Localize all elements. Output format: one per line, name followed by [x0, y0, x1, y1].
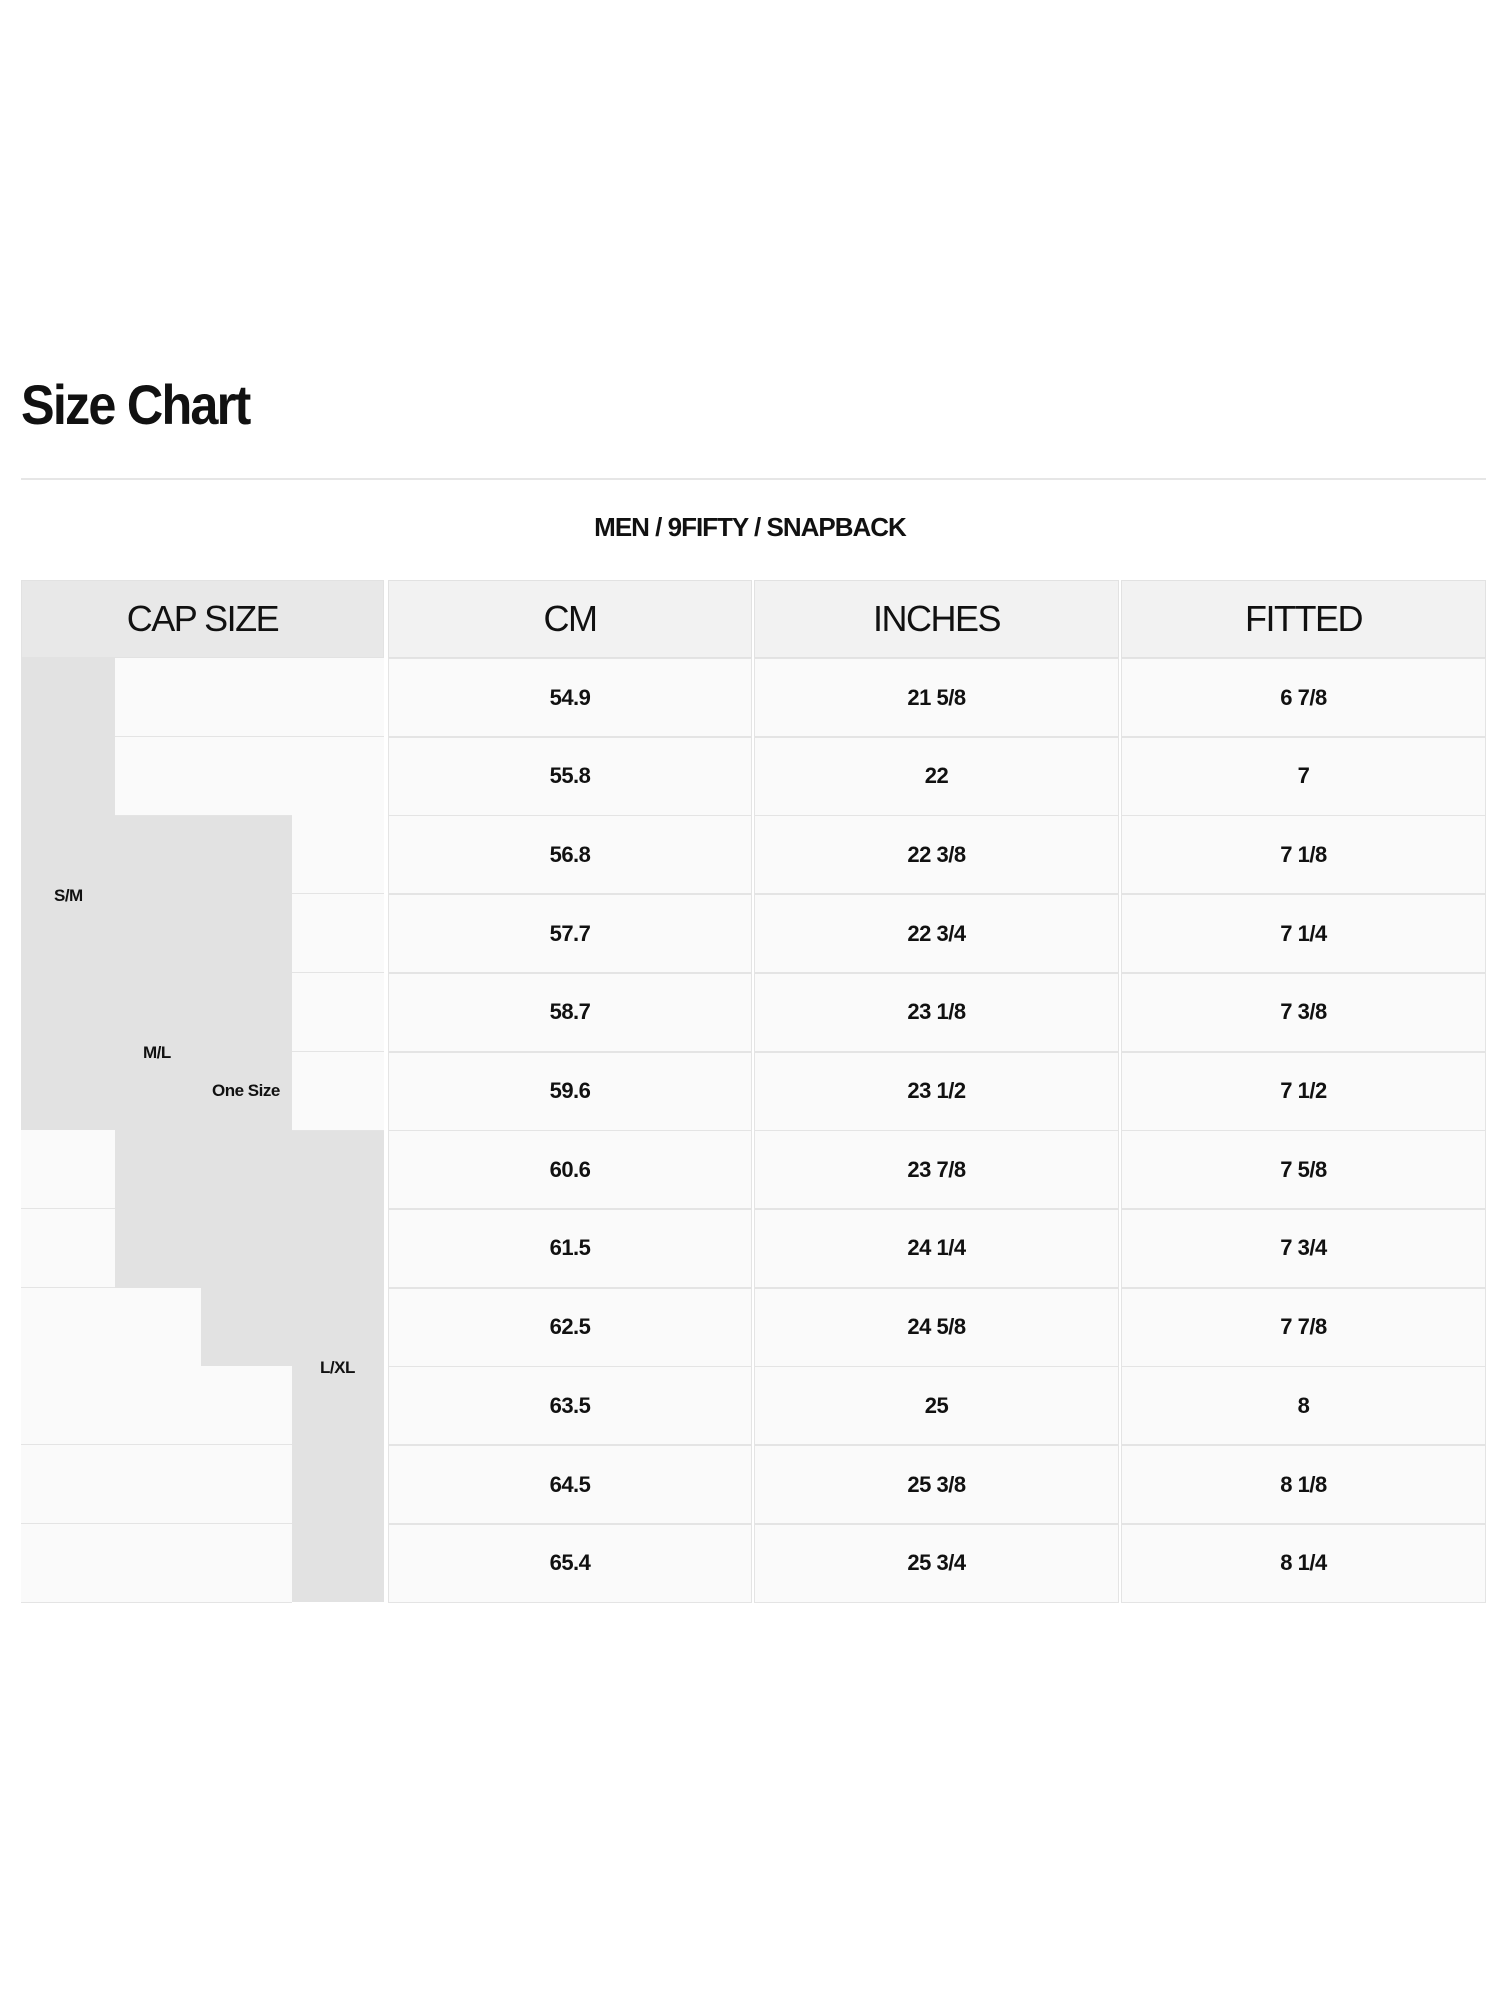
cap-size-empty-cell	[21, 1208, 115, 1288]
cap-size-empty-cell	[21, 1445, 292, 1524]
cap-size-empty-cell	[292, 815, 384, 895]
inches-cell: 25	[754, 1366, 1119, 1446]
cm-cell: 63.5	[388, 1366, 752, 1446]
fitted-cell: 7 1/8	[1121, 815, 1486, 895]
inches-cell: 22	[754, 736, 1119, 816]
cap-size-empty-cell	[292, 894, 384, 974]
cap-size-empty-cell	[115, 736, 384, 816]
divider	[21, 478, 1486, 480]
fitted-cell: 8 1/8	[1121, 1445, 1486, 1524]
header-cap-size: CAP SIZE	[21, 580, 384, 658]
cap-size-label-ml: M/L	[143, 1043, 171, 1062]
inches-cell: 22 3/8	[754, 815, 1119, 895]
fitted-cell: 7 3/4	[1121, 1208, 1486, 1288]
cm-cell: 65.4	[388, 1523, 752, 1603]
cap-size-empty-cell	[21, 1366, 292, 1446]
cm-cell: 64.5	[388, 1445, 752, 1524]
cm-cell: 61.5	[388, 1208, 752, 1288]
inches-cell: 25 3/8	[754, 1445, 1119, 1524]
fitted-cell: 8	[1121, 1366, 1486, 1446]
cap-size-empty-cell	[21, 1130, 115, 1210]
header-cm: CM	[388, 580, 752, 658]
header-inches: INCHES	[754, 580, 1119, 658]
cm-cell: 59.6	[388, 1051, 752, 1131]
inches-cell: 21 5/8	[754, 658, 1119, 737]
cap-size-empty-cell	[292, 972, 384, 1052]
inches-cell: 23 7/8	[754, 1130, 1119, 1210]
inches-cell: 24 1/4	[754, 1208, 1119, 1288]
cap-size-empty-cell	[21, 1287, 201, 1367]
cap-size-empty-cell	[115, 658, 384, 737]
fitted-cell: 7 7/8	[1121, 1287, 1486, 1367]
fitted-cell: 8 1/4	[1121, 1523, 1486, 1603]
cm-cell: 60.6	[388, 1130, 752, 1210]
inches-cell: 25 3/4	[754, 1523, 1119, 1603]
inches-cell: 23 1/8	[754, 972, 1119, 1052]
cap-size-empty-cell	[21, 1523, 292, 1603]
cap-size-label-lxl: L/XL	[320, 1358, 355, 1377]
cm-cell: 62.5	[388, 1287, 752, 1367]
inches-cell: 24 5/8	[754, 1287, 1119, 1367]
chart-subtitle: MEN / 9FIFTY / SNAPBACK	[594, 512, 907, 542]
fitted-cell: 6 7/8	[1121, 658, 1486, 737]
fitted-cell: 7 5/8	[1121, 1130, 1486, 1210]
fitted-cell: 7 1/4	[1121, 894, 1486, 974]
inches-cell: 22 3/4	[754, 894, 1119, 974]
cm-cell: 57.7	[388, 894, 752, 974]
fitted-cell: 7	[1121, 736, 1486, 816]
fitted-cell: 7 1/2	[1121, 1051, 1486, 1131]
cap-size-label-sm: S/M	[54, 886, 83, 905]
fitted-cell: 7 3/8	[1121, 972, 1486, 1052]
cm-cell: 54.9	[388, 658, 752, 737]
cap-size-empty-cell	[292, 1051, 384, 1131]
cm-cell: 58.7	[388, 972, 752, 1052]
cm-cell: 56.8	[388, 815, 752, 895]
inches-cell: 23 1/2	[754, 1051, 1119, 1131]
cap-size-label-one-size: One Size	[212, 1081, 280, 1100]
header-fitted: FITTED	[1121, 580, 1486, 658]
page-title: Size Chart	[21, 373, 251, 436]
cm-cell: 55.8	[388, 736, 752, 816]
